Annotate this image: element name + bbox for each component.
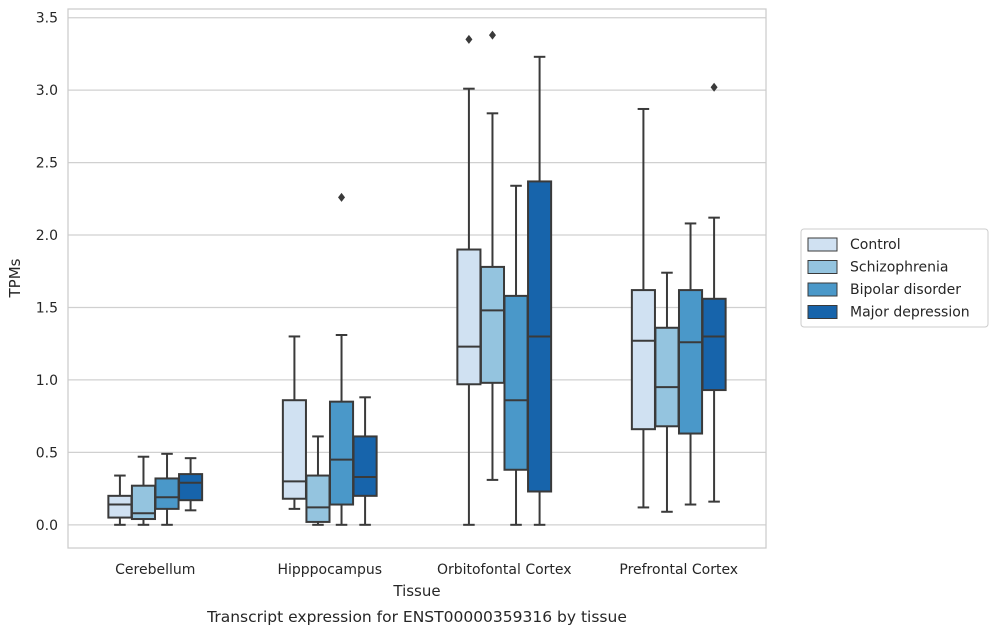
box-group [503, 184, 529, 526]
box-group [328, 192, 355, 526]
plot-frame [67, 8, 767, 549]
box-group [677, 222, 704, 506]
legend: Control Schizophrenia Bipolar disorder Majo… [800, 228, 989, 328]
box-group [701, 82, 727, 503]
legend-label: Schizophrenia [850, 260, 948, 276]
x-tick-label: Hipppocampus [277, 562, 382, 578]
box-group [154, 452, 180, 526]
box-group [305, 435, 331, 526]
outlier-marker [338, 192, 346, 202]
box-iqr [352, 435, 378, 497]
box-iqr [479, 265, 506, 384]
box-group [527, 55, 553, 526]
box-iqr [178, 473, 204, 502]
legend-frame [800, 228, 989, 328]
box-group [352, 396, 378, 526]
legend-swatch [807, 237, 838, 252]
legend-label: Major depression [850, 305, 970, 321]
y-tick-label: 0.0 [36, 518, 58, 534]
x-tick-labels: Cerebellum Hipppocampus Orbitofontal Corte… [115, 562, 738, 578]
x-tick-label: Cerebellum [115, 562, 195, 578]
box-group [107, 474, 133, 526]
y-axis-label: TPMs [6, 258, 24, 298]
x-tick-label: Orbitofontal Cortex [437, 562, 572, 578]
y-tick-label: 1.0 [36, 373, 58, 389]
box-group [630, 107, 656, 509]
box-group [456, 34, 482, 526]
box-iqr [305, 474, 331, 523]
chart-title: Transcript expression for ENST0000035931… [206, 608, 627, 626]
box-group [130, 455, 157, 526]
legend-items: Control Schizophrenia Bipolar disorder Majo… [807, 237, 970, 321]
box-iqr [654, 326, 680, 428]
legend-label: Control [850, 237, 901, 253]
x-axis-label: Tissue [392, 582, 440, 600]
y-tick-label: 2.0 [36, 228, 58, 244]
outlier-marker [710, 82, 718, 92]
box-iqr [701, 297, 727, 392]
outlier-marker [465, 34, 473, 44]
box-iqr [154, 477, 180, 510]
box-iqr [677, 289, 704, 435]
y-tick-label: 3.0 [36, 83, 58, 99]
box-group [281, 335, 307, 510]
legend-label: Bipolar disorder [850, 282, 961, 298]
y-tick-label: 2.5 [36, 156, 58, 172]
x-tick-label: Prefrontal Cortex [619, 562, 738, 578]
box-group [654, 271, 680, 513]
legend-swatch [807, 260, 838, 274]
box-iqr [281, 399, 307, 500]
box-group [479, 30, 506, 481]
y-tick-label: 1.5 [36, 300, 58, 316]
y-tick-label: 0.5 [36, 445, 58, 461]
box-iqr [456, 248, 482, 386]
box-iqr [630, 289, 656, 431]
box-layer [107, 30, 727, 526]
y-tick-label: 3.5 [36, 11, 58, 27]
outlier-marker [488, 30, 496, 40]
box-iqr [503, 294, 529, 471]
legend-swatch [807, 305, 838, 319]
grid-layer [68, 17, 766, 526]
legend-swatch [807, 282, 838, 297]
y-tick-labels: 0.0 0.5 1.0 1.5 2.0 2.5 3.0 3.5 [36, 11, 58, 534]
box-group [178, 457, 204, 512]
box-iqr [328, 400, 355, 506]
box-iqr [107, 494, 133, 519]
